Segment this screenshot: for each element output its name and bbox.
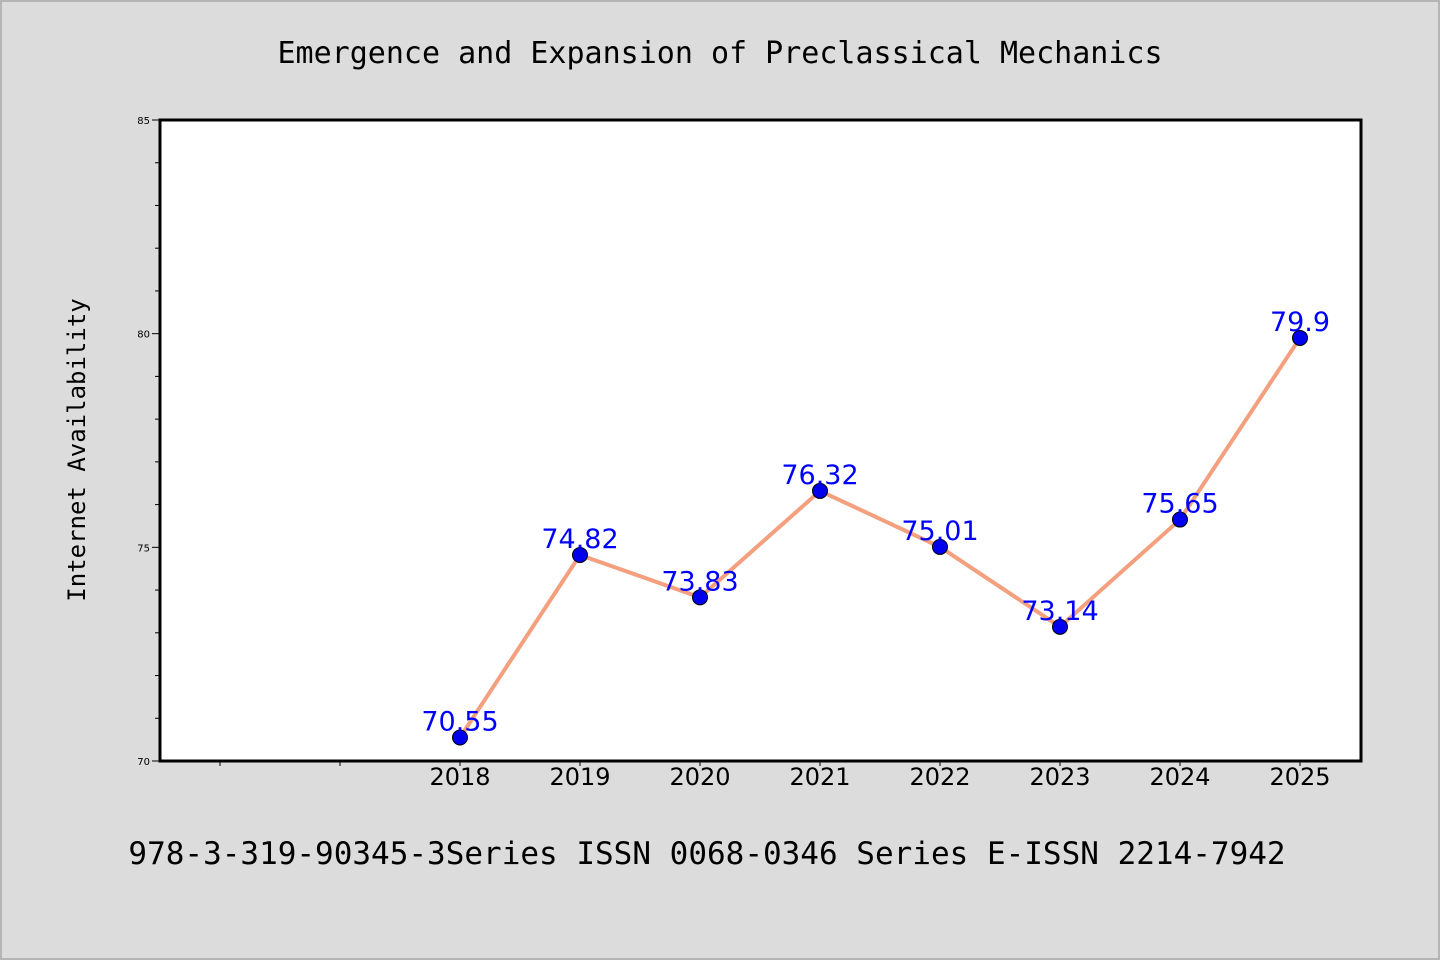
data-label: 70.55 — [421, 706, 498, 737]
y-axis: 70 75 80 85 — [137, 116, 160, 768]
chart-title: Emergence and Expansion of Preclassical … — [277, 36, 1162, 71]
data-point — [1292, 329, 1308, 346]
data-label: 76.32 — [781, 460, 858, 491]
data-label: 79.9 — [1270, 307, 1330, 338]
series-layer: 70.55 74.82 73.83 76.32 75.01 73.14 75.65 79.9 — [421, 307, 1330, 746]
x-tick-label: 2023 — [1029, 763, 1090, 791]
y-tick-label: 75 — [137, 543, 150, 554]
data-point — [812, 482, 828, 499]
data-point — [1172, 511, 1188, 528]
plot-area — [158, 118, 1363, 763]
y-tick-label: 80 — [137, 330, 150, 341]
x-tick-label: 2022 — [909, 763, 970, 791]
data-point — [932, 538, 948, 555]
data-label: 75.65 — [1141, 489, 1218, 520]
data-label: 74.82 — [541, 524, 618, 555]
data-label: 73.83 — [661, 566, 738, 597]
x-tick-label: 2020 — [669, 763, 730, 791]
x-axis: 2018 2019 2020 2021 2022 2023 2024 2025 — [219, 761, 1331, 791]
series-line — [458, 336, 1302, 739]
data-point — [692, 589, 708, 606]
footer-text: 978-3-319-90345-3Series ISSN 0068-0346 S… — [128, 836, 1285, 872]
data-point — [452, 729, 468, 746]
x-tick-label: 2025 — [1269, 763, 1330, 791]
y-axis-label: Internet Availability — [63, 298, 91, 601]
data-point — [572, 547, 588, 564]
y-tick-label: 70 — [137, 757, 150, 768]
y-tick-label: 85 — [137, 116, 150, 127]
x-tick-label: 2019 — [549, 763, 610, 791]
data-point — [1052, 618, 1068, 635]
data-label: 73.14 — [1021, 596, 1098, 627]
x-tick-label: 2024 — [1149, 763, 1210, 791]
x-tick-label: 2021 — [789, 763, 850, 791]
data-label: 75.01 — [901, 516, 978, 547]
x-tick-label: 2018 — [429, 763, 490, 791]
